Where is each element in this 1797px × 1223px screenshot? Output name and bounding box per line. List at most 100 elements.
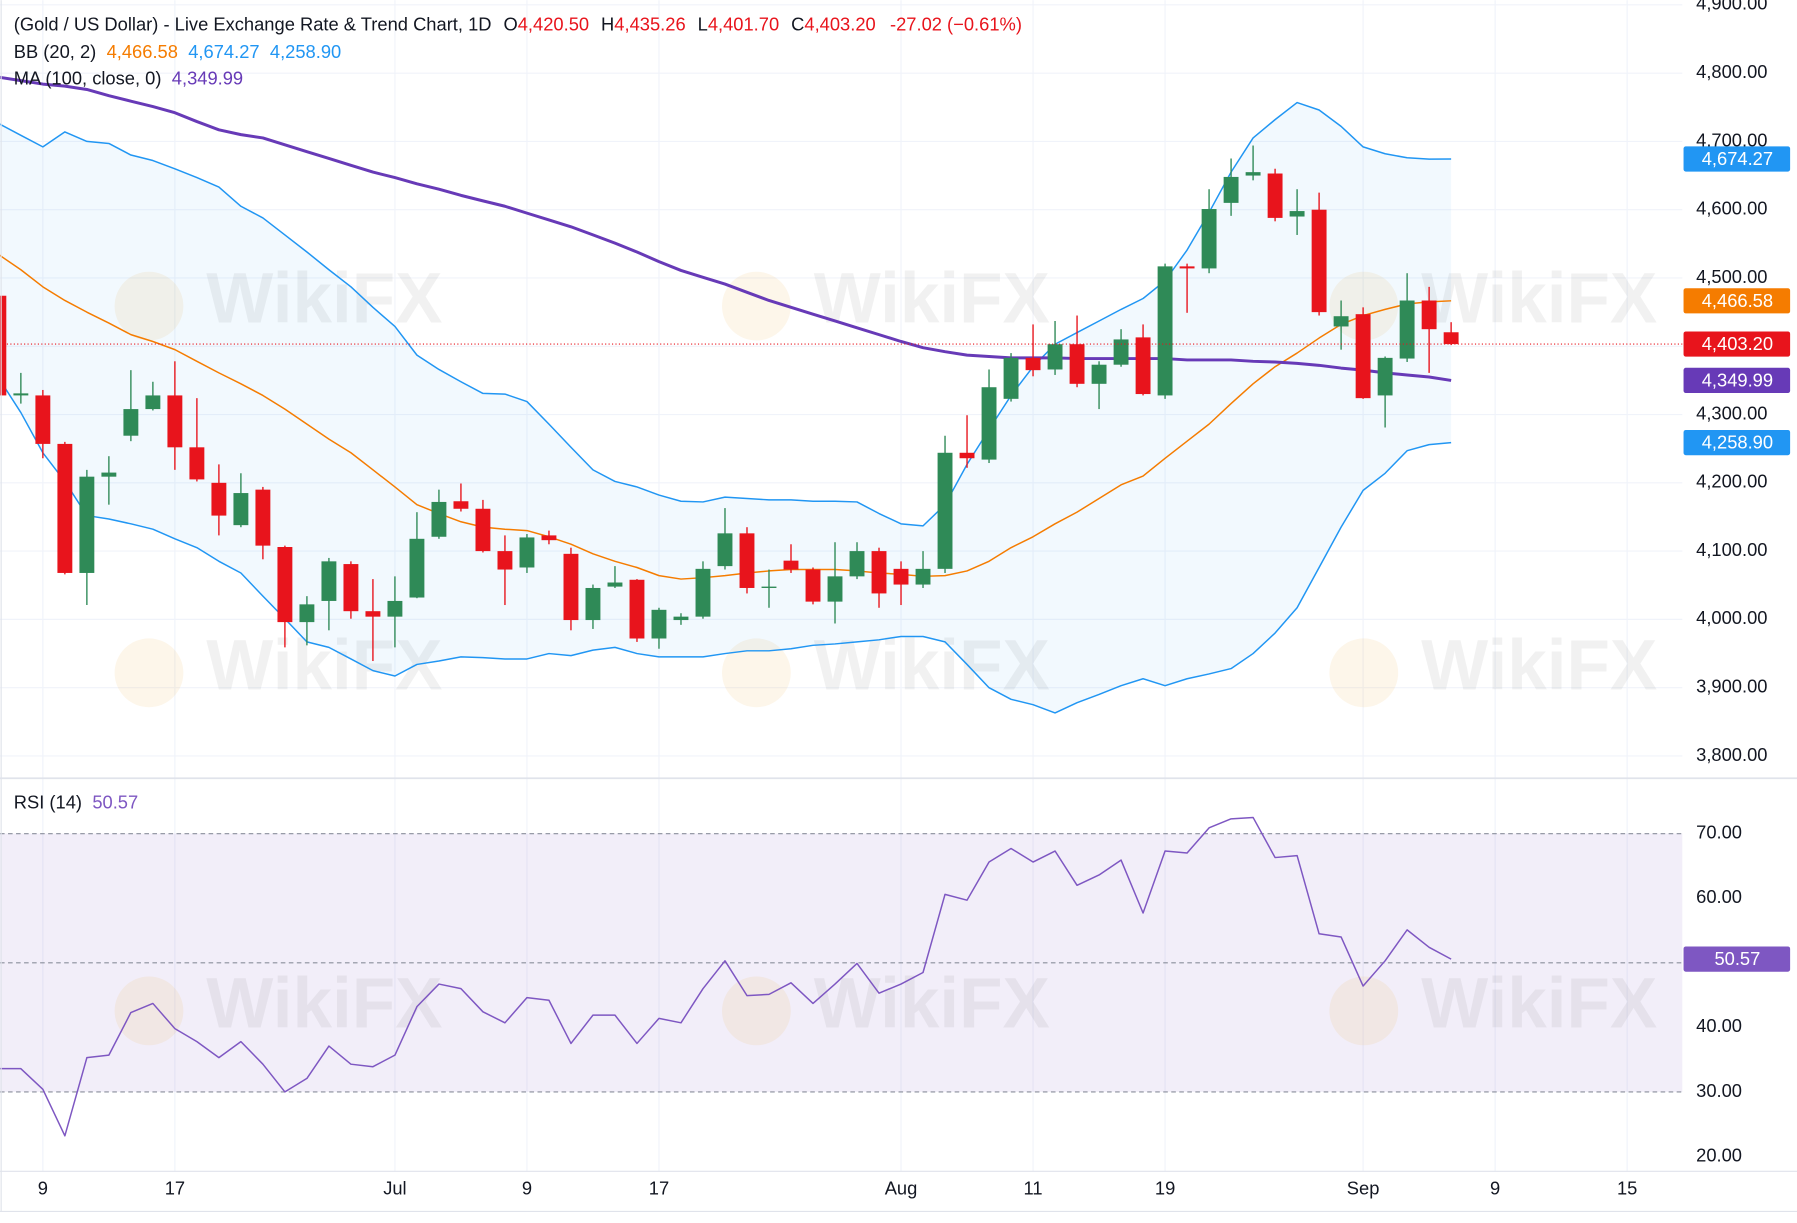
candle-body [453,501,469,509]
x-tick-label: 19 [1155,1178,1175,1199]
y-tick-label: 4,200.00 [1696,471,1767,492]
candle-body [145,395,161,410]
close-letter: C [791,13,804,34]
price-badge-label: 4,674.27 [1702,148,1773,169]
watermark: WikiFX [206,260,442,339]
watermark-logo [722,976,791,1046]
y-tick-label: 4,600.00 [1696,198,1767,219]
candle-body [255,489,271,546]
open-letter: O [503,13,517,34]
y-tick-label: 4,300.00 [1696,402,1767,423]
x-tick-label: Jul [383,1178,406,1199]
y-tick-label: 4,900.00 [1696,0,1767,14]
candle-body [1311,209,1327,313]
rsi-line [0,816,1452,1137]
rsi-band [0,833,1683,1092]
rsi-name: RSI (14) [14,791,82,812]
candle-body [1091,364,1107,384]
candle-body [1289,211,1305,217]
candle-body [343,564,359,612]
indicator-value: 4,349.99 [172,68,243,89]
candle-body [827,576,843,602]
candle-body [651,609,667,639]
x-tick-label: 9 [1490,1178,1500,1199]
indicator-line [0,75,1452,382]
candle-body [0,295,7,396]
header-title: (Gold / US Dollar) - Live Exchange Rate … [14,13,492,34]
candle-body [849,551,865,577]
candle-body [1399,300,1415,359]
candle-body [1201,209,1217,269]
candle-body [981,387,997,460]
candle-body [1157,266,1173,396]
price-badge [1683,146,1791,172]
x-tick-label: Sep [1347,1178,1380,1199]
close-value: 4,403.20 [804,13,875,34]
price-badge [1683,288,1791,314]
candle-body [915,568,931,585]
candle-body [57,443,73,573]
candle-body [497,551,513,570]
candle-body [431,501,447,537]
watermark: WikiFX [1421,626,1657,705]
rsi-tick-label: 70.00 [1696,821,1742,842]
candle-body [1025,357,1041,371]
price-badge [1683,367,1791,394]
candle-body [519,537,535,568]
candle-body [1355,314,1371,399]
indicator-value: 4,674.27 [188,41,259,62]
watermark: WikiFX [206,626,442,705]
x-tick-label: 9 [38,1178,48,1199]
rsi-tick-label: 40.00 [1696,1015,1742,1036]
watermark-logo [1329,976,1399,1046]
candle-body [1113,339,1129,365]
rsi-tick-label: 60.00 [1696,886,1742,907]
candle-body [123,409,139,436]
candle-body [1421,300,1437,330]
low-letter: L [698,13,708,34]
candle-body [871,551,887,594]
candle-body [387,600,403,617]
watermark-logo [1329,638,1399,708]
price-badge-label: 50.57 [1714,948,1760,969]
candle-body [233,493,249,526]
plot-layer [0,75,1683,1137]
watermark: WikiFX [1421,260,1657,339]
indicator-name: BB (20, 2) [14,41,97,62]
candle-body [475,508,491,552]
axis-layer: 9 17 Jul 9 17 Aug 11 19 Sep 9 15 3,800.00 3,900.00 4,… [38,0,1791,1199]
high-value: 4,435.26 [614,13,685,34]
candle-body [805,569,821,602]
y-tick-label: 4,800.00 [1696,61,1767,82]
candle-body [541,535,557,541]
watermark: WikiFX [814,964,1050,1043]
watermark-logo [114,638,184,708]
candle-body [79,476,95,573]
y-tick-label: 3,800.00 [1696,744,1767,765]
candle-body [695,568,711,617]
change-value: -27.02 (−0.61%) [890,13,1022,34]
indicator-legend: BB (20, 2) 4,466.58 4,674.27 4,258.90 [14,41,341,62]
watermark-logo [114,976,184,1046]
candle-body [893,568,909,585]
candle-body [167,395,183,448]
candle-body [189,447,205,480]
bb-fill [0,102,1452,713]
watermark: WikiFX [206,964,442,1043]
x-tick-label: Aug [885,1178,918,1199]
candle-body [1179,266,1195,269]
rsi-legend: RSI (14) 50.57 [14,791,138,812]
candle-body [1245,172,1261,176]
y-tick-label: 4,100.00 [1696,539,1767,560]
indicator-value: 4,466.58 [107,41,178,62]
candle-body [1223,176,1239,203]
candle-body [365,611,381,617]
watermark-layer: WikiFX WikiFX WikiFX WikiFX WikiFX WikiFX Wiki… [114,260,1657,1046]
price-badge [1683,946,1791,972]
price-badge [1683,331,1791,357]
candle-body [1069,344,1085,384]
candle-body [1003,357,1019,399]
x-tick-label: 17 [649,1178,669,1199]
